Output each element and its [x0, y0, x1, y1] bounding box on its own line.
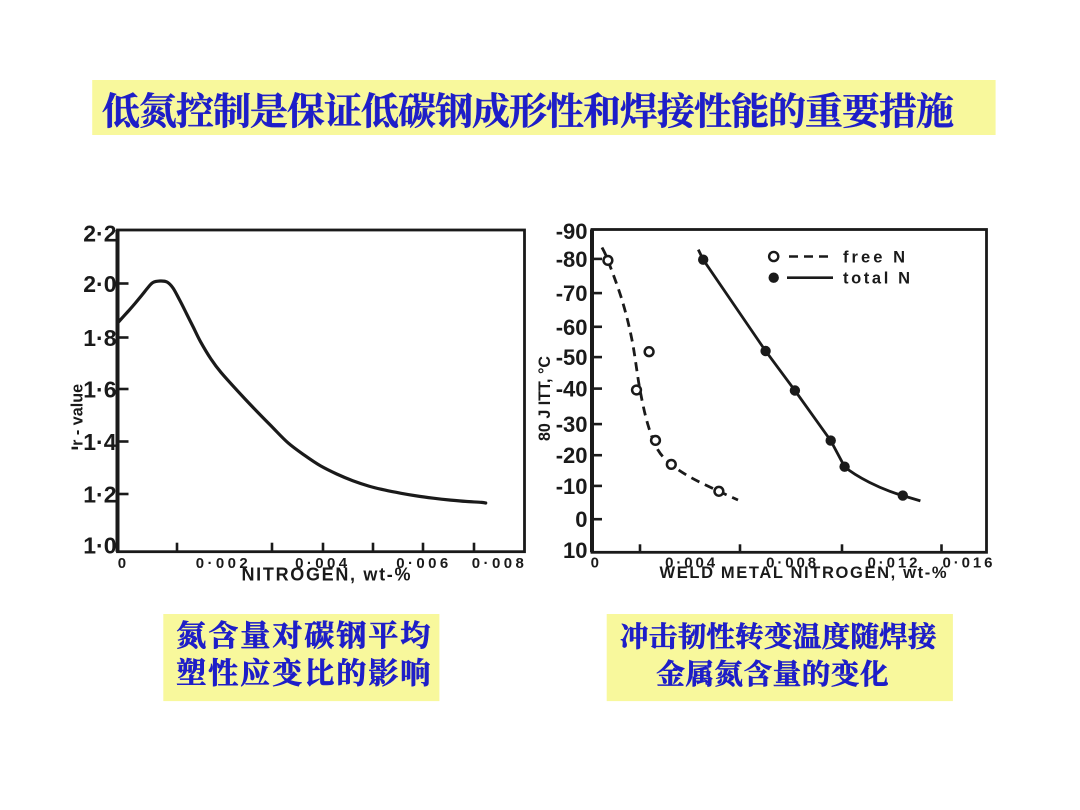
svg-text:-70: -70 [556, 281, 588, 306]
svg-text:10: 10 [563, 538, 587, 563]
svg-text:total N: total N [843, 270, 910, 288]
svg-text:0·008: 0·008 [472, 555, 524, 572]
svg-text:-50: -50 [556, 345, 588, 370]
svg-text:-90: -90 [556, 219, 588, 244]
svg-text:0: 0 [591, 555, 599, 572]
svg-text:-10: -10 [556, 474, 588, 499]
svg-text:WELD METAL NITROGEN, wt-%: WELD METAL NITROGEN, wt-% [660, 564, 947, 582]
svg-text:0·008: 0·008 [766, 555, 816, 572]
svg-text:1·0: 1·0 [83, 533, 116, 559]
svg-text:80 J ITT, °C: 80 J ITT, °C [535, 356, 554, 441]
svg-text:free N: free N [843, 249, 905, 267]
svg-text:-20: -20 [556, 443, 588, 468]
svg-text:1·4: 1·4 [83, 429, 116, 455]
svg-text:0·016: 0·016 [943, 555, 993, 572]
svg-text:2·2: 2·2 [83, 220, 116, 246]
svg-text:1·2: 1·2 [83, 481, 116, 507]
svg-text:-60: -60 [556, 315, 588, 340]
svg-text:-40: -40 [556, 377, 588, 402]
svg-text:0·002: 0·002 [196, 555, 248, 572]
svg-text:0·006: 0·006 [396, 555, 448, 572]
svg-text:NITROGEN, wt-%: NITROGEN, wt-% [242, 565, 411, 585]
svg-text:-80: -80 [556, 247, 588, 272]
svg-text:0·004: 0·004 [295, 555, 348, 572]
svg-text:0·012: 0·012 [868, 555, 918, 572]
svg-text:0: 0 [575, 507, 587, 532]
svg-text:2·0: 2·0 [83, 271, 116, 297]
svg-text:0·004: 0·004 [665, 555, 716, 572]
svg-text:r - value: r - value [69, 384, 87, 446]
svg-text:-30: -30 [556, 412, 588, 437]
svg-text:0: 0 [118, 555, 126, 572]
svg-text:1·6: 1·6 [83, 376, 116, 402]
svg-text:1·8: 1·8 [83, 325, 116, 351]
